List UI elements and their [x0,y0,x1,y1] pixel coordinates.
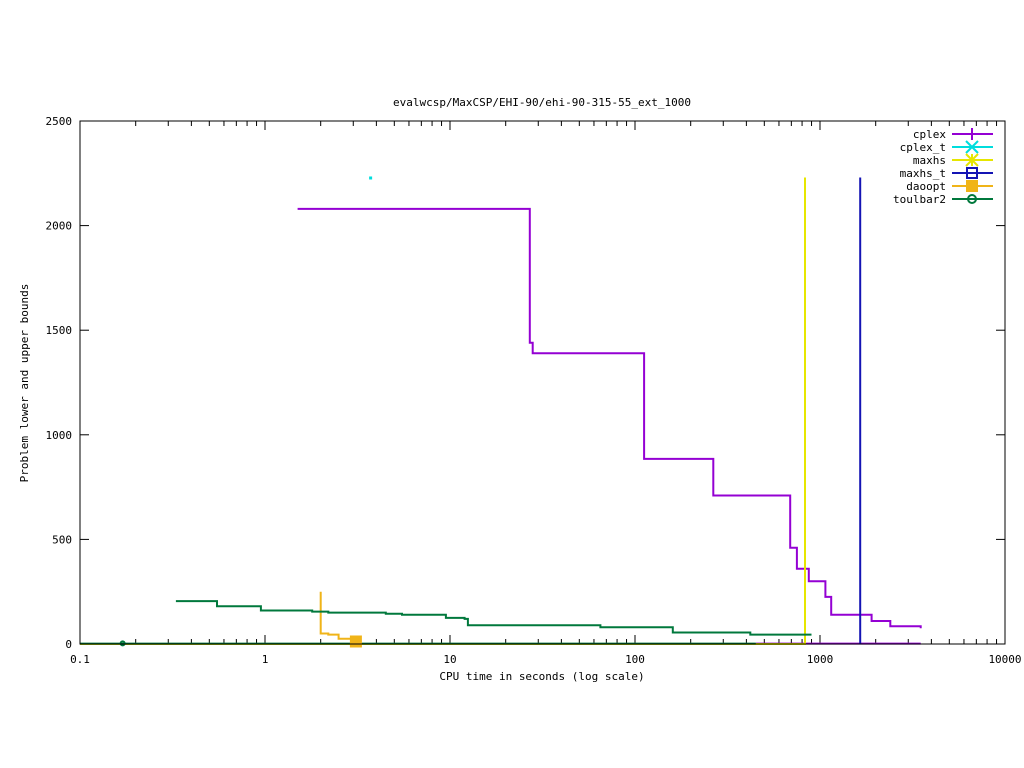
plot-series [80,176,922,648]
x-tick-label: 10 [443,653,456,666]
plot-frame [79,120,1006,645]
x-axis-label: CPU time in seconds (log scale) [439,670,644,683]
x-tick-label: 100 [625,653,645,666]
chart-title: evalwcsp/MaxCSP/EHI-90/ehi-90-315-55_ext… [393,96,691,109]
legend-label: daoopt [906,180,946,193]
series-point-cplex_t [369,176,373,180]
x-tick-label: 1000 [807,653,834,666]
legend-label: maxhs [913,154,946,167]
x-tick-label: 1 [262,653,269,666]
y-tick-label: 0 [65,638,72,651]
legend-marker-maxhs_t [966,167,978,179]
series-line-maxhs [80,177,806,645]
legend-label: maxhs_t [900,167,946,180]
series-line-cplex [297,207,922,629]
legend-marker-toulbar2 [967,194,977,204]
x-tick-label: 0.1 [70,653,90,666]
legend-marker-cplex_t [965,140,979,154]
y-tick-label: 1500 [46,324,73,337]
legend-marker-maxhs [965,153,979,167]
y-tick-label: 500 [52,533,72,546]
y-tick-label: 2000 [46,220,73,233]
series-line-daoopt [319,591,357,640]
marker-daoopt [349,635,362,648]
series-line-toulbar2 [175,600,812,636]
legend-label: cplex_t [900,141,946,154]
legend-label: toulbar2 [893,193,946,206]
axis-ticks: 0.1 1 10 100 1000 10000 0 500 1000 1500 2000 2500 [46,115,1022,666]
legend-label: cplex [913,128,946,141]
y-tick-label: 1000 [46,429,73,442]
marker-toulbar2 [119,640,126,647]
x-tick-label: 10000 [988,653,1021,666]
y-tick-label: 2500 [46,115,73,128]
y-axis-label: Problem lower and upper bounds [18,284,31,483]
legend-marker-daoopt [966,180,978,192]
